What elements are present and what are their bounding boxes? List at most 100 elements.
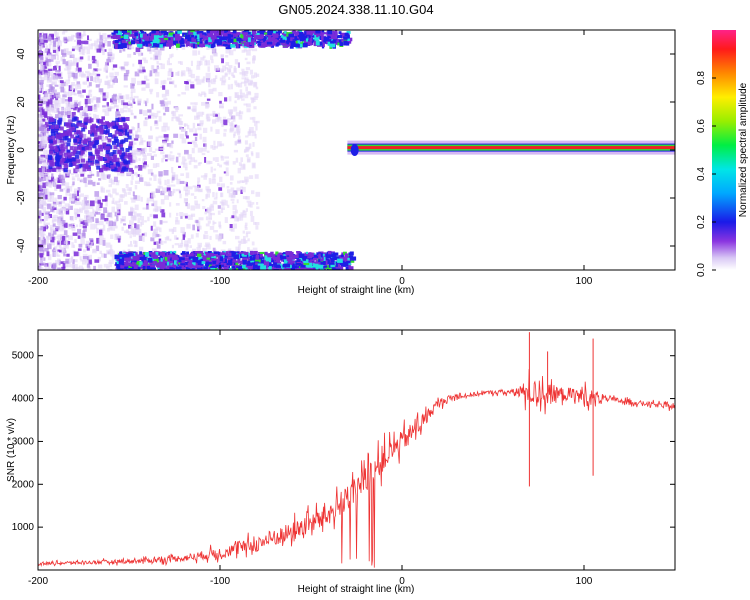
noise-mark — [105, 80, 109, 86]
noise-mark — [149, 196, 154, 202]
noise-mark — [171, 53, 174, 58]
band-mark — [219, 252, 226, 256]
band-mark — [341, 264, 346, 267]
band-mark — [295, 44, 300, 48]
noise-mark — [244, 222, 248, 227]
band-mark — [320, 42, 325, 46]
noise-mark — [99, 250, 102, 254]
noise-mark — [197, 127, 202, 131]
noise-mark — [45, 188, 49, 195]
band-mark — [299, 268, 305, 270]
noise-mark — [109, 53, 115, 60]
noise-mark — [145, 205, 150, 210]
band-mark — [215, 35, 220, 38]
noise-mark — [139, 63, 143, 69]
noise-mark — [81, 199, 85, 205]
band-mark — [123, 43, 127, 49]
cluster-mark — [98, 125, 103, 130]
band-mark — [252, 30, 257, 35]
cluster-mark — [66, 142, 71, 147]
noise-mark — [111, 254, 115, 261]
band-mark — [202, 258, 206, 263]
noise-mark — [222, 65, 227, 72]
noise-mark — [53, 160, 56, 163]
noise-mark — [104, 37, 108, 42]
cluster-mark — [87, 167, 91, 171]
noise-mark — [219, 143, 225, 147]
cluster-mark — [71, 126, 76, 131]
noise-mark — [95, 197, 98, 204]
band-mark — [275, 262, 282, 265]
cluster-mark — [59, 144, 64, 149]
noise-mark — [39, 253, 44, 258]
noise-mark — [72, 143, 75, 149]
noise-mark — [166, 184, 171, 188]
cluster-mark — [55, 154, 60, 159]
band-mark — [210, 35, 215, 40]
noise-mark — [99, 41, 103, 47]
band-mark — [211, 263, 216, 268]
noise-mark — [82, 220, 88, 226]
noise-mark — [39, 189, 43, 195]
noise-mark — [62, 107, 67, 114]
noise-mark — [86, 95, 90, 99]
noise-mark — [65, 235, 69, 238]
noise-mark — [48, 114, 53, 117]
noise-mark — [96, 220, 101, 226]
noise-mark — [54, 214, 58, 218]
noise-mark — [240, 212, 244, 217]
noise-mark — [167, 57, 170, 61]
band-mark — [271, 36, 278, 41]
band-mark — [313, 270, 318, 275]
cluster-mark — [73, 140, 78, 145]
noise-mark — [96, 203, 100, 207]
noise-mark — [144, 75, 148, 80]
band-mark — [116, 34, 121, 40]
noise-mark — [41, 125, 47, 129]
noise-mark — [205, 216, 209, 221]
band-mark — [145, 252, 149, 257]
noise-mark — [112, 64, 118, 68]
cluster-mark — [82, 167, 87, 172]
cluster-mark — [127, 135, 132, 140]
noise-mark — [144, 181, 147, 186]
noise-mark — [175, 203, 180, 206]
noise-mark — [221, 123, 224, 127]
noise-mark — [93, 213, 96, 217]
band-mark — [190, 254, 195, 259]
noise-mark — [72, 244, 75, 248]
band-mark — [142, 255, 147, 260]
cluster-mark — [119, 155, 124, 160]
band-mark — [311, 35, 315, 38]
noise-mark — [181, 239, 184, 244]
noise-mark — [215, 117, 220, 123]
band-mark — [191, 270, 195, 275]
noise-mark — [88, 219, 93, 222]
band-mark — [203, 266, 208, 270]
noise-mark — [171, 172, 176, 177]
noise-mark — [197, 147, 203, 153]
noise-mark — [61, 266, 65, 270]
noise-mark — [53, 178, 58, 181]
noise-mark — [41, 212, 44, 216]
noise-mark — [188, 160, 192, 165]
noise-mark — [88, 63, 92, 69]
noise-mark — [150, 172, 154, 176]
band-mark — [266, 41, 273, 45]
noise-mark — [95, 245, 100, 252]
cluster-mark — [102, 157, 107, 161]
noise-mark — [89, 113, 92, 116]
noise-mark — [192, 122, 196, 129]
cluster-mark — [110, 152, 115, 157]
noise-mark — [38, 266, 41, 270]
noise-mark — [99, 47, 105, 53]
band-mark — [303, 35, 308, 41]
noise-mark — [46, 236, 52, 240]
band-mark — [272, 30, 277, 35]
noise-mark — [233, 67, 237, 73]
noise-mark — [229, 182, 233, 185]
noise-mark — [139, 228, 142, 234]
band-mark — [141, 37, 145, 43]
noise-mark — [168, 69, 173, 72]
noise-mark — [220, 207, 224, 213]
